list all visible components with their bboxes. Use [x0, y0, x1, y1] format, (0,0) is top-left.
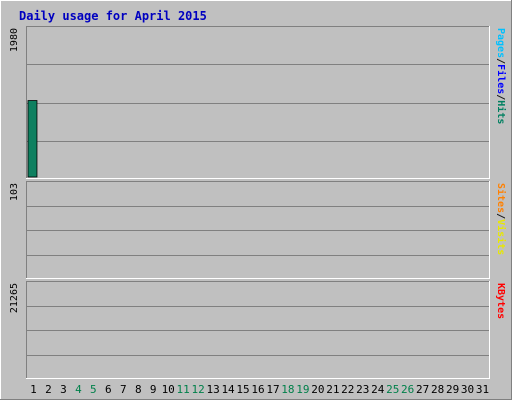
x-tick-label: 23 — [356, 383, 369, 396]
x-tick-label: 24 — [371, 383, 385, 396]
panel-background — [26, 26, 490, 179]
bars — [27, 100, 38, 178]
x-tick-label: 4 — [75, 383, 82, 396]
y-max-label: 103 — [9, 183, 20, 201]
bar-hits-day-1 — [27, 100, 38, 178]
chart-title: Daily usage for April 2015 — [19, 9, 207, 23]
x-tick-label: 19 — [296, 383, 309, 396]
x-tick-label: 3 — [60, 383, 67, 396]
x-tick-label: 5 — [90, 383, 97, 396]
x-tick-label: 11 — [177, 383, 190, 396]
x-tick-label: 27 — [416, 383, 429, 396]
x-tick-label: 7 — [120, 383, 127, 396]
y-axis-label-part: KBytes — [495, 283, 506, 319]
y-axis-label: Pages/Files/Hits — [495, 28, 507, 124]
panel-visits-sites: 103 Sites/Visits — [9, 181, 507, 279]
x-tick-label: 26 — [401, 383, 414, 396]
x-tick-label: 20 — [311, 383, 324, 396]
x-tick-label: 10 — [162, 383, 175, 396]
x-tick-label: 22 — [341, 383, 354, 396]
y-axis-label-part: / — [495, 58, 506, 64]
x-tick-label: 1 — [30, 383, 37, 396]
y-axis-label-part: / — [495, 94, 506, 100]
y-axis-label-part: / — [495, 213, 506, 219]
y-max-label: 21265 — [9, 283, 20, 313]
y-axis-label-part: Sites — [495, 183, 507, 213]
y-axis-label-part: Visits — [495, 219, 507, 255]
y-axis-label-part: Hits — [495, 100, 507, 124]
x-tick-label: 18 — [281, 383, 294, 396]
x-tick-label: 16 — [251, 383, 264, 396]
y-axis-label: KBytes — [495, 283, 506, 319]
x-axis-labels: 1 2 3 4 5 6 7 8 9 10 11 12 13 14 15 16 17 18 19 20 21 22 23 24 2… — [30, 383, 489, 396]
x-tick-label: 9 — [150, 383, 157, 396]
x-tick-label: 14 — [221, 383, 235, 396]
x-tick-label: 21 — [326, 383, 339, 396]
y-axis-label: Sites/Visits — [495, 183, 507, 255]
x-tick-label: 30 — [461, 383, 474, 396]
y-axis-label-part: Pages — [495, 28, 506, 58]
x-tick-label: 6 — [105, 383, 112, 396]
x-tick-label: 17 — [266, 383, 279, 396]
x-tick-label: 2 — [45, 383, 52, 396]
x-tick-label: 13 — [206, 383, 219, 396]
x-tick-label: 28 — [431, 383, 444, 396]
x-tick-label: 15 — [236, 383, 249, 396]
x-tick-label: 25 — [386, 383, 399, 396]
x-tick-label: 8 — [135, 383, 142, 396]
panel-kbytes: 21265 KBytes — [9, 281, 506, 379]
x-tick-label: 31 — [476, 383, 489, 396]
y-axis-label-part: Files — [495, 64, 507, 94]
y-max-label: 1980 — [9, 28, 20, 52]
x-tick-label: 29 — [446, 383, 459, 396]
x-tick-label: 12 — [192, 383, 205, 396]
panel-hits-files-pages: 1980 Pages/Files/Hits — [9, 26, 507, 179]
